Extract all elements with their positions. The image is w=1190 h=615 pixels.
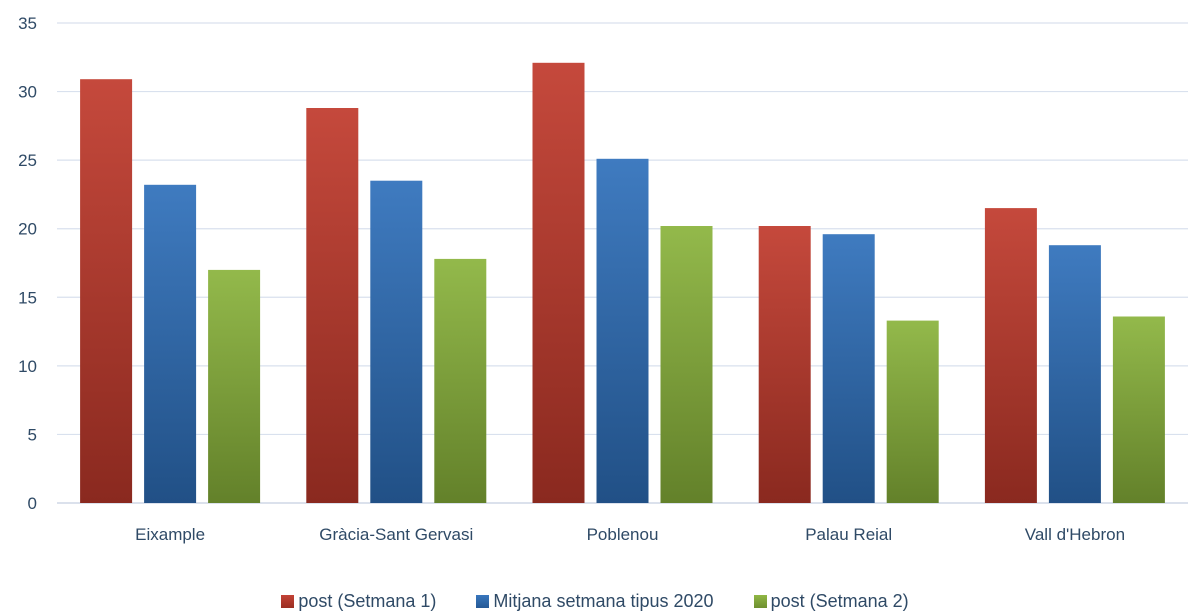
x-category-label: Gràcia-Sant Gervasi: [319, 525, 473, 544]
bar-series-1-1: [306, 108, 359, 503]
bar-series-2-4: [1048, 245, 1101, 503]
y-tick-label: 30: [18, 83, 37, 102]
x-category-label: Poblenou: [587, 525, 659, 544]
bar-series-2-2: [596, 158, 649, 504]
y-tick-label: 35: [18, 14, 37, 33]
x-category-label: Vall d'Hebron: [1025, 525, 1125, 544]
bar-series-3-3: [886, 320, 939, 503]
bar-series-3-0: [208, 269, 261, 503]
y-tick-label: 25: [18, 151, 37, 170]
y-tick-label: 10: [18, 357, 37, 376]
bar-series-3-2: [660, 226, 713, 503]
x-category-label: Eixample: [135, 525, 205, 544]
legend: post (Setmana 1) Mitjana setmana tipus 2…: [0, 590, 1190, 612]
legend-label-series-2: Mitjana setmana tipus 2020: [493, 590, 714, 611]
y-tick-label: 0: [28, 494, 37, 513]
x-axis-labels: Eixample Gràcia-Sant Gervasi Poblenou Palau…: [135, 525, 1125, 544]
bar-series-2-0: [144, 184, 197, 504]
bar-series-3-4: [1112, 316, 1165, 503]
legend-swatch-series-3: [753, 594, 767, 608]
legend-label-series-1: post (Setmana 1): [298, 590, 437, 611]
legend-swatch-series-2: [476, 594, 490, 608]
bar-series-2-3: [822, 234, 875, 503]
bar-series-3-1: [434, 258, 487, 503]
y-tick-label: 20: [18, 220, 37, 239]
bar-series-1-3: [758, 226, 811, 503]
bar-series-1-4: [984, 208, 1037, 503]
legend-swatch-series-1: [281, 594, 295, 608]
legend-label-series-3: post (Setmana 2): [770, 590, 909, 611]
bar-series-1-0: [80, 79, 133, 503]
y-tick-label: 15: [18, 288, 37, 307]
bar-series-1-2: [532, 62, 585, 504]
y-axis-ticks: 0 5 10 15 20 25 30 35: [18, 14, 37, 513]
y-tick-label: 5: [28, 425, 37, 444]
legend-item-series-1: post (Setmana 1): [281, 591, 436, 612]
bars: [80, 62, 1165, 504]
x-category-label: Palau Reial: [805, 525, 892, 544]
legend-item-series-2: Mitjana setmana tipus 2020: [476, 590, 714, 612]
bar-series-2-1: [370, 180, 423, 503]
legend-item-series-3: post (Setmana 2): [753, 590, 909, 612]
